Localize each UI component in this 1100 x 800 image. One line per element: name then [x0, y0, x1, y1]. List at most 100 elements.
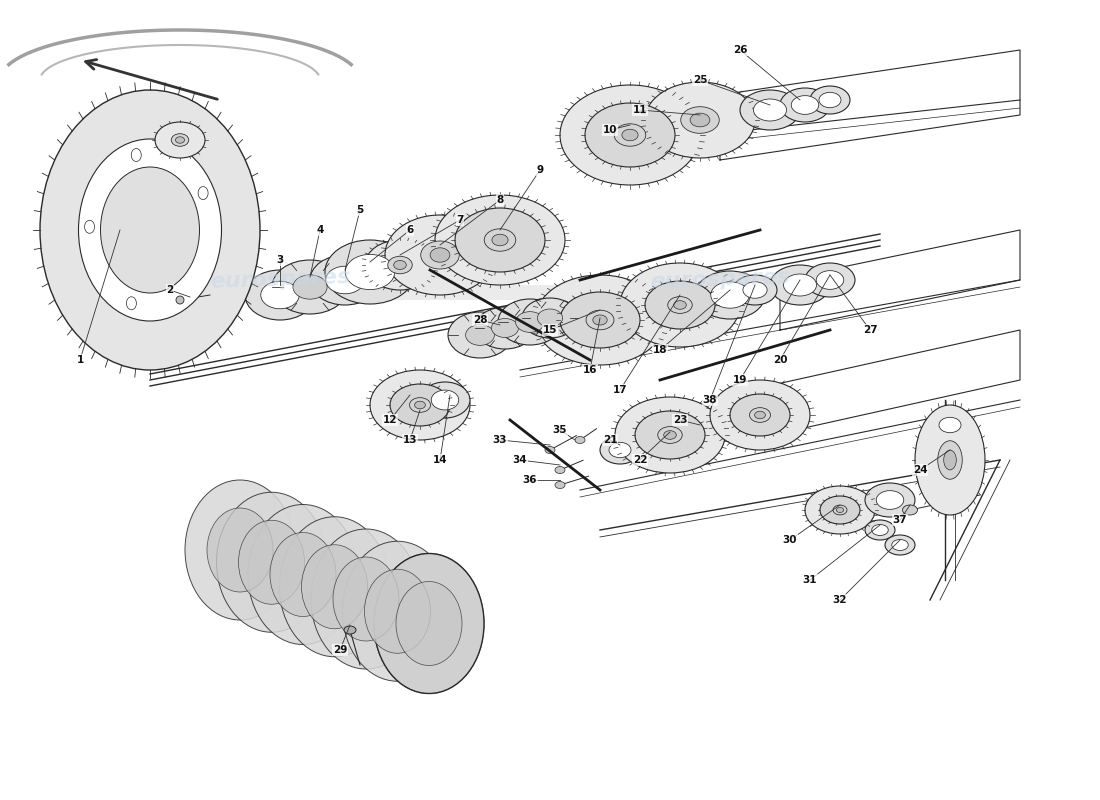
- Ellipse shape: [434, 195, 565, 285]
- Ellipse shape: [420, 382, 470, 418]
- Ellipse shape: [865, 483, 915, 517]
- Ellipse shape: [609, 442, 631, 458]
- Text: 17: 17: [613, 385, 627, 395]
- Ellipse shape: [100, 167, 199, 293]
- Text: 23: 23: [673, 415, 688, 425]
- Ellipse shape: [385, 215, 495, 295]
- Text: 35: 35: [552, 425, 568, 435]
- Ellipse shape: [730, 394, 790, 436]
- Ellipse shape: [131, 149, 141, 162]
- Ellipse shape: [833, 505, 847, 515]
- Ellipse shape: [902, 505, 917, 515]
- Text: 30: 30: [783, 535, 798, 545]
- Ellipse shape: [245, 270, 315, 320]
- Ellipse shape: [279, 517, 389, 657]
- Ellipse shape: [403, 393, 438, 418]
- Ellipse shape: [310, 255, 380, 305]
- Ellipse shape: [658, 426, 682, 443]
- Ellipse shape: [681, 106, 719, 134]
- Ellipse shape: [538, 309, 562, 327]
- Ellipse shape: [827, 502, 853, 518]
- Ellipse shape: [261, 282, 299, 309]
- Ellipse shape: [805, 486, 874, 534]
- Ellipse shape: [820, 496, 860, 524]
- Text: 13: 13: [403, 435, 417, 445]
- Ellipse shape: [810, 86, 850, 114]
- Ellipse shape: [915, 405, 984, 515]
- Ellipse shape: [185, 480, 295, 620]
- Text: 37: 37: [893, 515, 907, 525]
- Ellipse shape: [865, 520, 895, 540]
- Text: 26: 26: [733, 45, 747, 55]
- Ellipse shape: [586, 310, 614, 330]
- Text: 10: 10: [603, 125, 617, 135]
- Text: 18: 18: [652, 345, 668, 355]
- Ellipse shape: [645, 281, 715, 329]
- Text: 29: 29: [333, 645, 348, 655]
- Ellipse shape: [370, 370, 470, 440]
- Ellipse shape: [248, 505, 358, 645]
- Ellipse shape: [387, 256, 412, 274]
- Ellipse shape: [820, 92, 842, 108]
- Ellipse shape: [749, 408, 770, 422]
- Ellipse shape: [484, 229, 516, 251]
- Ellipse shape: [620, 263, 740, 347]
- Ellipse shape: [783, 274, 816, 296]
- Ellipse shape: [311, 529, 421, 669]
- Ellipse shape: [593, 315, 607, 325]
- Text: 3: 3: [276, 255, 284, 265]
- Ellipse shape: [659, 290, 701, 320]
- Ellipse shape: [239, 520, 305, 604]
- Ellipse shape: [892, 539, 909, 550]
- Text: 5: 5: [356, 205, 364, 215]
- Ellipse shape: [742, 282, 767, 298]
- Ellipse shape: [176, 137, 185, 143]
- Ellipse shape: [937, 441, 962, 479]
- Ellipse shape: [492, 318, 518, 338]
- Ellipse shape: [615, 397, 725, 473]
- Ellipse shape: [711, 282, 749, 308]
- Text: 32: 32: [833, 595, 847, 605]
- Ellipse shape: [477, 224, 522, 256]
- Ellipse shape: [660, 428, 680, 442]
- Ellipse shape: [645, 82, 755, 158]
- Ellipse shape: [522, 298, 578, 338]
- Text: 25: 25: [693, 75, 707, 85]
- Ellipse shape: [207, 508, 273, 592]
- Ellipse shape: [834, 506, 846, 514]
- Ellipse shape: [754, 99, 786, 121]
- Ellipse shape: [270, 533, 336, 617]
- Ellipse shape: [575, 437, 585, 443]
- Text: 31: 31: [803, 575, 817, 585]
- Ellipse shape: [126, 297, 136, 310]
- Ellipse shape: [740, 90, 800, 130]
- Ellipse shape: [585, 103, 675, 167]
- Ellipse shape: [780, 88, 830, 122]
- Ellipse shape: [85, 220, 95, 234]
- Ellipse shape: [755, 411, 766, 418]
- Text: 16: 16: [583, 365, 597, 375]
- Text: 2: 2: [166, 285, 174, 295]
- Ellipse shape: [374, 554, 484, 694]
- Ellipse shape: [448, 312, 512, 358]
- Text: 36: 36: [522, 475, 537, 485]
- Ellipse shape: [415, 402, 426, 409]
- Ellipse shape: [396, 582, 462, 666]
- Ellipse shape: [751, 409, 769, 422]
- Ellipse shape: [651, 422, 690, 448]
- Text: 7: 7: [456, 215, 464, 225]
- Ellipse shape: [621, 130, 638, 141]
- Ellipse shape: [364, 570, 430, 654]
- Text: eurospares: eurospares: [209, 267, 351, 293]
- Ellipse shape: [272, 260, 348, 314]
- Ellipse shape: [198, 186, 208, 199]
- Ellipse shape: [390, 384, 450, 426]
- Ellipse shape: [560, 292, 640, 348]
- Ellipse shape: [930, 411, 970, 439]
- Ellipse shape: [635, 411, 705, 459]
- Text: 24: 24: [913, 465, 927, 475]
- Ellipse shape: [877, 490, 904, 510]
- Ellipse shape: [668, 297, 692, 314]
- Text: 9: 9: [537, 165, 543, 175]
- Ellipse shape: [614, 124, 646, 146]
